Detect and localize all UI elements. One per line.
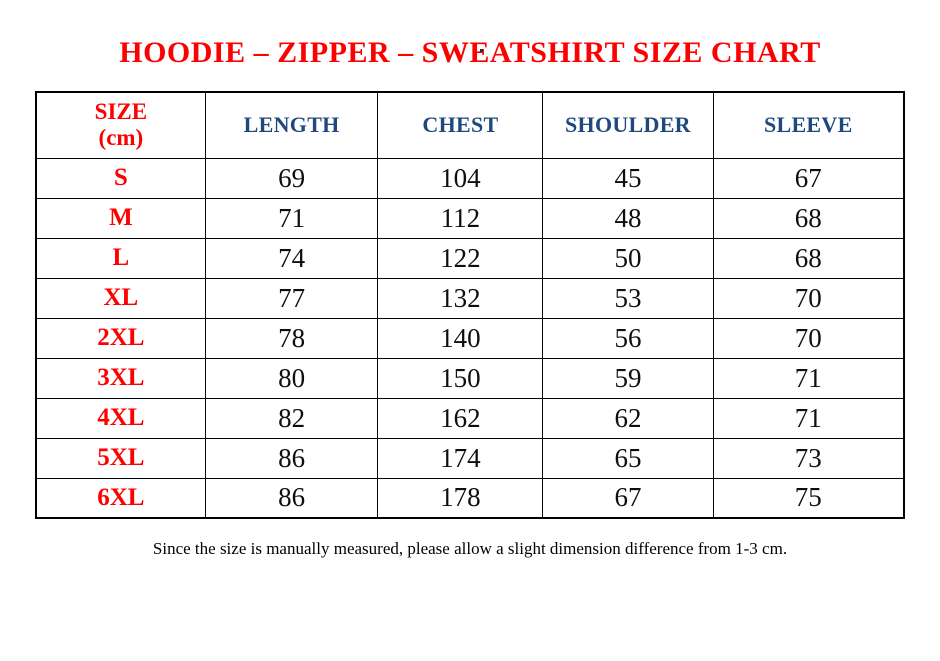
- length-cell: 78: [204, 317, 379, 359]
- length-cell: 86: [204, 477, 379, 519]
- sleeve-cell: 67: [712, 157, 905, 199]
- length-cell: 74: [204, 237, 379, 279]
- chest-cell: 104: [377, 157, 544, 199]
- shoulder-cell: 56: [542, 317, 714, 359]
- shoulder-cell: 45: [542, 157, 714, 199]
- column-header-shoulder: SHOULDER: [542, 91, 714, 159]
- size-cell: 5XL: [35, 437, 206, 479]
- chest-cell: 174: [377, 437, 544, 479]
- sleeve-cell: 73: [712, 437, 905, 479]
- chest-cell: 140: [377, 317, 544, 359]
- size-cell: 4XL: [35, 397, 206, 439]
- size-cell: S: [35, 157, 206, 199]
- table-row: 2XL 78 140 56 70: [35, 317, 905, 359]
- length-cell: 80: [204, 357, 379, 399]
- size-cell: 2XL: [35, 317, 206, 359]
- length-cell: 71: [204, 197, 379, 239]
- size-cell: XL: [35, 277, 206, 319]
- size-header-label: SIZE: [94, 98, 148, 124]
- shoulder-cell: 65: [542, 437, 714, 479]
- shoulder-cell: 59: [542, 357, 714, 399]
- measurement-note: Since the size is manually measured, ple…: [152, 539, 788, 558]
- length-cell: 82: [204, 397, 379, 439]
- column-header-size: SIZE (cm): [35, 91, 206, 159]
- header-row: SIZE (cm) LENGTH CHEST SHOULDER SLEEVE: [35, 91, 905, 159]
- sleeve-cell: 68: [712, 197, 905, 239]
- table-row: M 71 112 48 68: [35, 197, 905, 239]
- chest-cell: 112: [377, 197, 544, 239]
- length-cell: 77: [204, 277, 379, 319]
- size-cell: L: [35, 237, 206, 279]
- chest-cell: 150: [377, 357, 544, 399]
- chest-cell: 122: [377, 237, 544, 279]
- column-header-sleeve: SLEEVE: [712, 91, 905, 159]
- chest-cell: 132: [377, 277, 544, 319]
- sleeve-cell: 75: [712, 477, 905, 519]
- sleeve-cell: 70: [712, 317, 905, 359]
- length-cell: 86: [204, 437, 379, 479]
- table-row: 4XL 82 162 62 71: [35, 397, 905, 439]
- sleeve-cell: 71: [712, 357, 905, 399]
- sleeve-cell: 71: [712, 397, 905, 439]
- chest-cell: 178: [377, 477, 544, 519]
- size-chart-page: HOODIE – ZIPPER – SWEATSHIRT SIZE CHART …: [0, 38, 940, 559]
- table-body: S 69 104 45 67 M 71 112 48 68 L 74 122 5…: [35, 157, 905, 519]
- length-cell: 69: [204, 157, 379, 199]
- chest-cell: 162: [377, 397, 544, 439]
- shoulder-cell: 62: [542, 397, 714, 439]
- size-cell: 6XL: [35, 477, 206, 519]
- page-title: HOODIE – ZIPPER – SWEATSHIRT SIZE CHART: [119, 36, 821, 69]
- shoulder-cell: 53: [542, 277, 714, 319]
- size-header-unit: (cm): [98, 125, 144, 151]
- column-header-chest: CHEST: [377, 91, 544, 159]
- table-row: 5XL 86 174 65 73: [35, 437, 905, 479]
- shoulder-cell: 67: [542, 477, 714, 519]
- table-row: XL 77 132 53 70: [35, 277, 905, 319]
- table-row: 3XL 80 150 59 71: [35, 357, 905, 399]
- shoulder-cell: 50: [542, 237, 714, 279]
- sleeve-cell: 68: [712, 237, 905, 279]
- shoulder-cell: 48: [542, 197, 714, 239]
- table-header: SIZE (cm) LENGTH CHEST SHOULDER SLEEVE: [35, 91, 905, 159]
- table-row: L 74 122 50 68: [35, 237, 905, 279]
- tiny-dot-artifact: [480, 49, 483, 52]
- size-cell: 3XL: [35, 357, 206, 399]
- size-cell: M: [35, 197, 206, 239]
- column-header-length: LENGTH: [204, 91, 379, 159]
- sleeve-cell: 70: [712, 277, 905, 319]
- size-chart-table: SIZE (cm) LENGTH CHEST SHOULDER SLEEVE S…: [35, 91, 905, 519]
- table-row: S 69 104 45 67: [35, 157, 905, 199]
- table-row: 6XL 86 178 67 75: [35, 477, 905, 519]
